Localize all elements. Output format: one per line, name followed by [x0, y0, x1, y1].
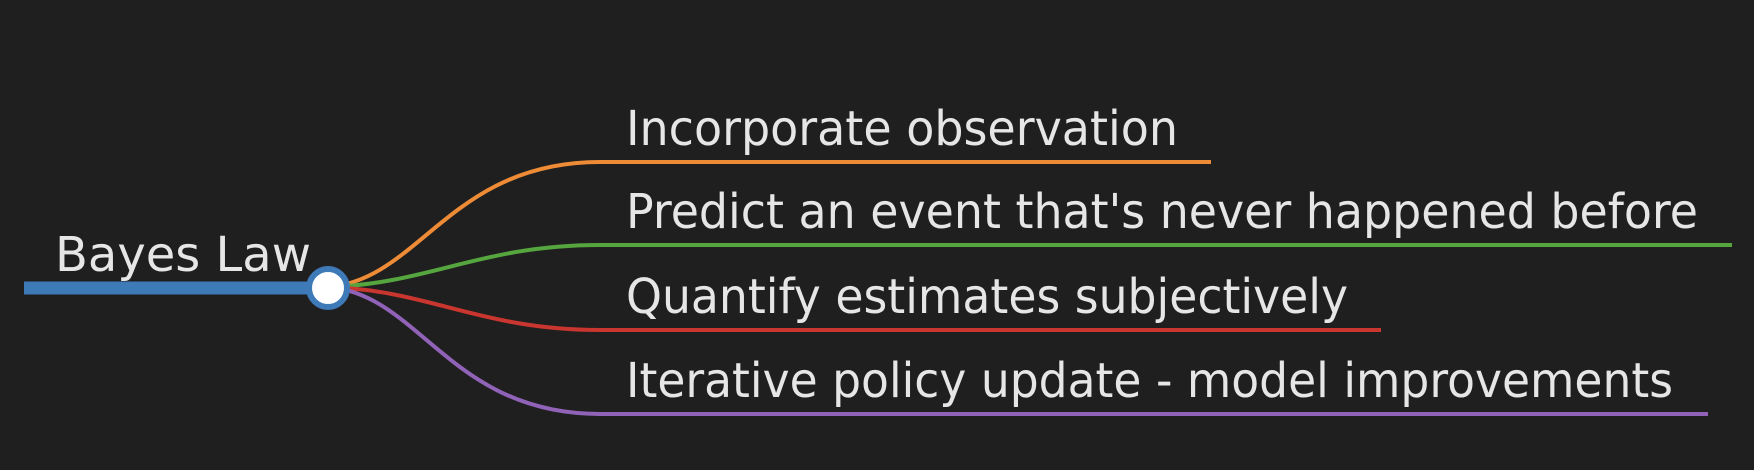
connector-quantify-estimates	[327, 285, 601, 332]
branch-label-quantify-estimates: Quantify estimates subjectively	[626, 269, 1348, 325]
connector-iterative-policy	[327, 285, 601, 416]
connector-predict-event	[327, 243, 601, 289]
root-label: Bayes Law	[55, 227, 311, 283]
root-node-circle[interactable]	[306, 266, 350, 310]
branch-label-predict-event: Predict an event that's never happened b…	[626, 184, 1698, 240]
connector-incorporate-observation	[327, 160, 601, 289]
branch-label-iterative-policy: Iterative policy update - model improvem…	[626, 353, 1673, 409]
branch-label-incorporate-observation: Incorporate observation	[626, 101, 1178, 157]
